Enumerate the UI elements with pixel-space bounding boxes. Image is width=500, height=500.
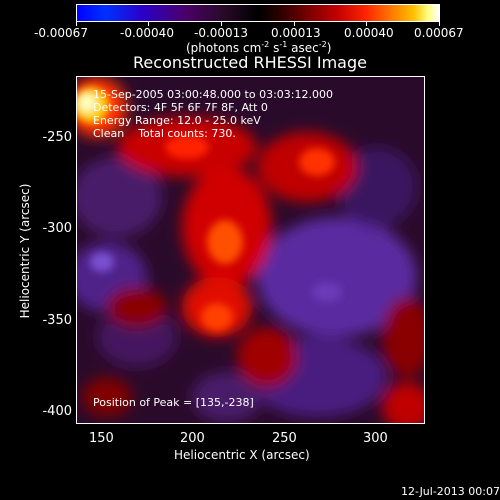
y-tick-label: -400 bbox=[42, 404, 72, 419]
y-tick-label: -350 bbox=[42, 313, 72, 328]
colorbar-tick bbox=[294, 22, 295, 26]
colorbar-tick-label: 0.00013 bbox=[271, 26, 321, 40]
colorbar-tick bbox=[76, 22, 77, 26]
y-tick-label: -300 bbox=[42, 221, 72, 236]
info-energy-range: Energy Range: 12.0 - 25.0 keV bbox=[93, 114, 261, 127]
x-axis-label: Heliocentric X (arcsec) bbox=[174, 448, 310, 462]
x-tick-label: 250 bbox=[272, 431, 297, 446]
y-axis-label: Heliocentric Y (arcsec) bbox=[18, 183, 32, 319]
x-tick-label: 200 bbox=[180, 431, 205, 446]
y-tick-label: -250 bbox=[42, 130, 72, 145]
colorbar-tick bbox=[221, 22, 222, 26]
image-raster bbox=[77, 77, 424, 423]
info-time-range: 15-Sep-2005 03:00:48.000 to 03:03:12.000 bbox=[93, 88, 333, 101]
colorbar-tick-label: -0.00013 bbox=[194, 26, 248, 40]
colorbar-tick-label: -0.00040 bbox=[120, 26, 174, 40]
colorbar bbox=[76, 4, 440, 22]
colorbar-tick-label: -0.00067 bbox=[34, 26, 88, 40]
image-title: Reconstructed RHESSI Image bbox=[133, 53, 367, 72]
x-tick-label: 150 bbox=[89, 431, 114, 446]
info-peak-position: Position of Peak = [135,-238] bbox=[93, 396, 254, 409]
colorbar-tick-label: 0.00040 bbox=[344, 26, 394, 40]
info-detectors: Detectors: 4F 5F 6F 7F 8F, Att 0 bbox=[93, 101, 268, 114]
footer-date: 12-Jul-2013 00:07 bbox=[400, 485, 500, 498]
x-tick-label: 300 bbox=[363, 431, 388, 446]
colorbar-tick bbox=[148, 22, 149, 26]
colorbar-units: (photons cm-2 s-1 asec-2) bbox=[186, 40, 332, 55]
colorbar-tick-label: 0.00067 bbox=[414, 26, 464, 40]
rhessi-image bbox=[76, 76, 425, 424]
colorbar-tick bbox=[366, 22, 367, 26]
info-clean-counts: Clean Total counts: 730. bbox=[93, 127, 236, 140]
colorbar-tick bbox=[439, 22, 440, 26]
